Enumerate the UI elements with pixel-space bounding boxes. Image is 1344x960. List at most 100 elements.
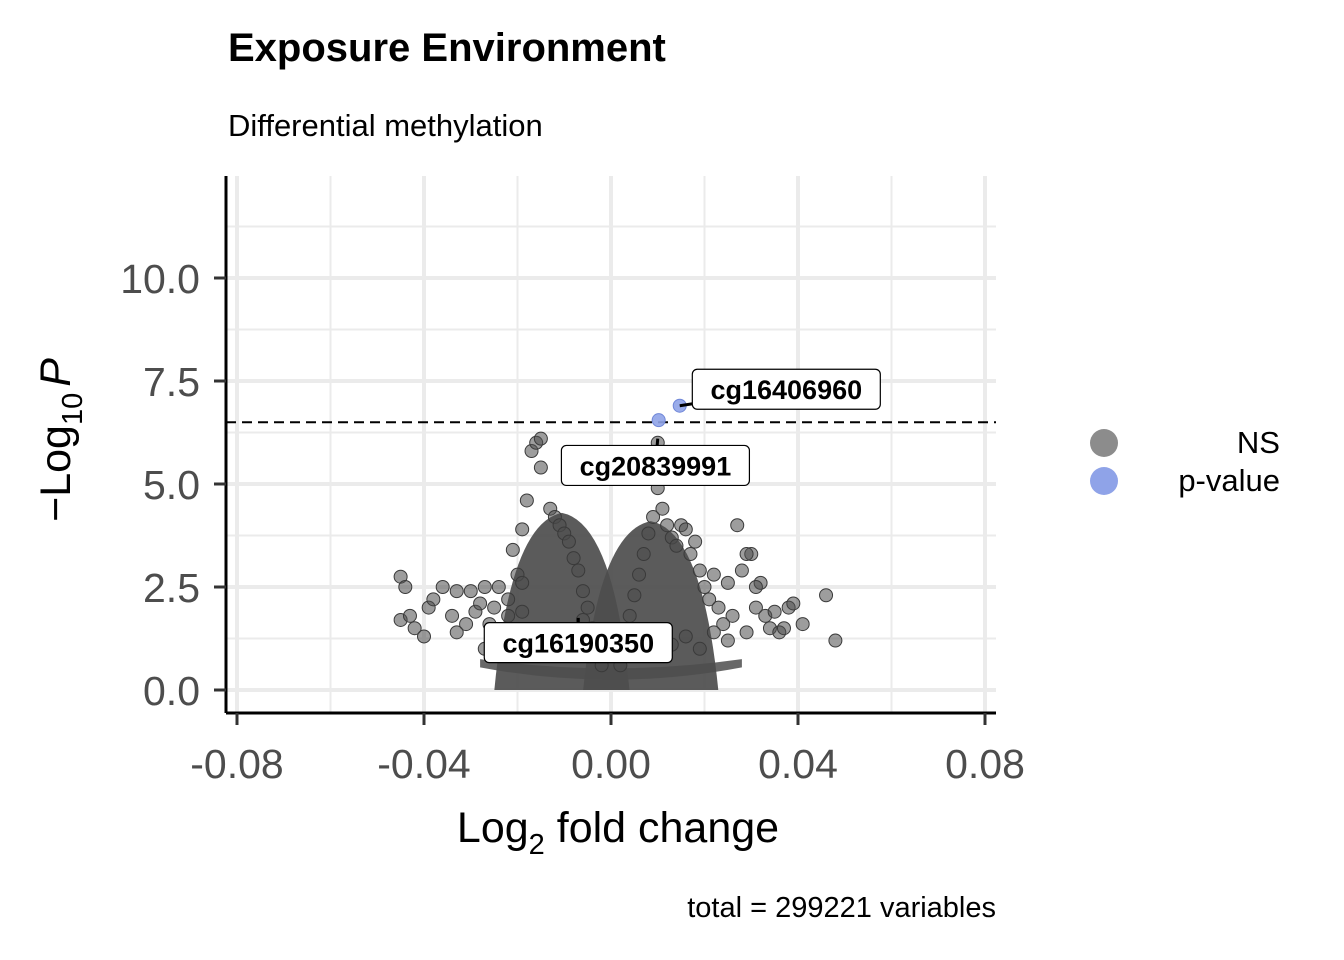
x-tick-label: 0.00 xyxy=(571,741,651,787)
data-point-ns-63 xyxy=(716,617,731,632)
data-point-ns-64 xyxy=(720,575,735,590)
data-point-ns-16 xyxy=(487,600,502,615)
axes xyxy=(214,176,996,725)
data-point-ns-7 xyxy=(426,592,441,607)
data-point-ns-11 xyxy=(459,617,474,632)
data-point-ns-76 xyxy=(776,621,791,636)
annotation-label-0: cg16406960 xyxy=(710,375,862,405)
data-point-ns-50 xyxy=(655,501,670,516)
annotation-label-1: cg20839991 xyxy=(580,451,732,481)
data-point-ns-70 xyxy=(748,600,763,615)
data-point-ns-35 xyxy=(575,584,590,599)
data-point-ns-99 xyxy=(473,596,488,611)
data-point-ns-87 xyxy=(678,629,693,644)
legend-key-pvalue xyxy=(1090,467,1118,495)
y-tick-label: 10.0 xyxy=(120,256,200,302)
chart-title: Exposure Environment xyxy=(228,26,666,70)
data-point-ns-85 xyxy=(706,625,721,640)
data-point-ns-96 xyxy=(515,575,530,590)
data-point-ns-46 xyxy=(641,526,656,541)
annotations: cg16406960 cg20839991 cg16190350 xyxy=(483,368,881,664)
data-point-ns-5 xyxy=(417,629,431,644)
annotation-box-2 xyxy=(483,622,673,664)
x-tick-label: -0.08 xyxy=(190,741,283,787)
legend-item-pvalue: p-value xyxy=(1090,462,1280,500)
data-point-ns-8 xyxy=(435,580,450,594)
data-point-ns-78 xyxy=(786,596,801,611)
data-point-ns-53 xyxy=(669,538,684,553)
chart-subtitle: Differential methylation xyxy=(228,108,543,143)
data-point-ns-83 xyxy=(748,580,763,594)
data-point-ns-62 xyxy=(711,600,726,615)
y-tick-label: 7.5 xyxy=(143,359,200,405)
x-tick-label: -0.04 xyxy=(377,741,470,787)
data-point-ns-33 xyxy=(566,551,581,566)
data-point-ns-94 xyxy=(501,608,516,623)
data-point-ns-43 xyxy=(627,588,642,603)
legend-item-ns: NS xyxy=(1090,424,1280,462)
y-tick-labels: 0.0 2.5 5.0 7.5 10.0 xyxy=(120,256,200,714)
density-band xyxy=(480,659,742,680)
y-tick-label: 2.5 xyxy=(143,565,200,611)
y-axis-label: −Log10P xyxy=(32,358,89,522)
y-tick-label: 0.0 xyxy=(143,668,200,714)
data-point-ns-20 xyxy=(505,542,520,557)
data-point-ns-17 xyxy=(491,580,506,594)
data-point-ns-12 xyxy=(463,584,478,599)
data-point-ns-84 xyxy=(720,633,735,648)
data-point-ns-3 xyxy=(407,621,422,636)
chart-caption: total = 299221 variables xyxy=(687,892,996,924)
data-point-ns-19 xyxy=(501,592,516,607)
data-point-ns-44 xyxy=(632,567,647,582)
annotation-box-1 xyxy=(560,444,751,487)
data-point-ns-4 xyxy=(402,608,417,623)
data-point-ns-67 xyxy=(734,563,749,578)
data-point-ns-1 xyxy=(398,580,413,594)
data-point-ns-26 xyxy=(533,431,548,446)
data-point-ns-32 xyxy=(561,534,576,549)
data-point-ns-93 xyxy=(515,604,530,619)
data-point-ns-47 xyxy=(646,509,661,524)
legend-label-pvalue: p-value xyxy=(1178,463,1280,498)
data-point-ns-68 xyxy=(739,625,754,640)
data-point-ns-55 xyxy=(678,522,693,537)
x-tick-labels: -0.08 -0.04 0.00 0.04 0.08 xyxy=(190,741,1025,787)
data-point-ns-51 xyxy=(660,518,675,533)
data-point-ns-27 xyxy=(533,460,548,475)
data-point-ns-9 xyxy=(445,608,460,623)
data-point-ns-65 xyxy=(725,608,740,623)
data-point-ns-57 xyxy=(688,534,703,549)
data-point-ns-80 xyxy=(819,588,834,603)
data-point-ns-98 xyxy=(449,584,464,599)
data-point-ns-66 xyxy=(730,518,745,533)
data-point-ns-45 xyxy=(636,547,651,562)
y-tick-label: 5.0 xyxy=(143,462,200,508)
data-point-ns-59 xyxy=(697,580,712,594)
data-point-ns-56 xyxy=(683,547,698,562)
data-point-ns-74 xyxy=(767,604,782,619)
data-point-ns-79 xyxy=(795,617,810,632)
annotation-box-0 xyxy=(691,368,881,410)
data-point-ns-81 xyxy=(828,633,843,648)
data-point-ns-86 xyxy=(692,641,707,656)
data-point-ns-14 xyxy=(477,580,492,594)
data-point-ns-61 xyxy=(706,567,721,582)
data-point-ns-58 xyxy=(692,563,707,578)
data-point-ns-23 xyxy=(519,493,534,508)
annotation-label-2: cg16190350 xyxy=(502,629,654,659)
data-point-ns-42 xyxy=(622,608,637,623)
legend: NS p-value xyxy=(1090,424,1280,500)
data-point-ns-34 xyxy=(571,563,586,578)
data-point-ns-36 xyxy=(580,600,595,615)
x-tick-label: 0.08 xyxy=(945,741,1025,787)
legend-key-ns xyxy=(1090,429,1118,457)
data-point-ns-60 xyxy=(702,592,717,607)
legend-label-ns: NS xyxy=(1236,425,1280,460)
data-point-ns-82 xyxy=(739,547,754,562)
data-point-ns-22 xyxy=(515,522,530,537)
x-tick-label: 0.04 xyxy=(758,741,838,787)
x-axis-label: Log2 fold change xyxy=(457,804,779,861)
data-point-pvalue-1 xyxy=(651,413,666,428)
data-point-ns-10 xyxy=(449,625,464,640)
